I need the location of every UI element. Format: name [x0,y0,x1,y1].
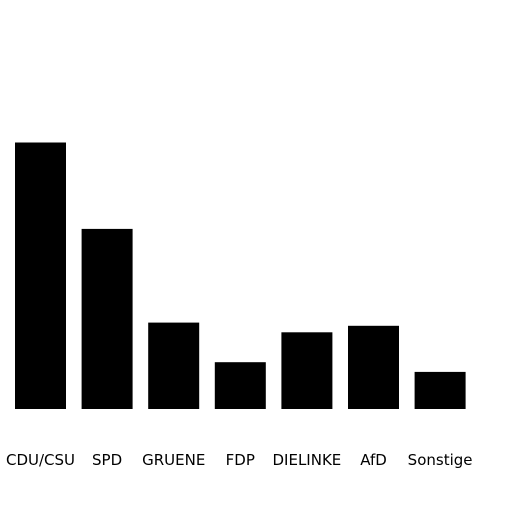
x-tick-label: GRUENE [142,451,205,469]
bar-gruene [148,322,200,409]
x-tick-label: Sonstige [408,451,473,469]
tick-labels-group: CDU/CSU SPD GRUENE FDP DIELINKE AfD Sonstige [6,451,473,469]
bar-afd [348,325,399,409]
x-tick-label: CDU/CSU [6,451,75,469]
bar-cdu-csu [15,142,66,409]
x-tick-label: DIELINKE [273,451,342,469]
bars-group [15,142,466,409]
bar-sonstige [414,371,466,409]
x-tick-label: FDP [226,451,255,469]
x-tick-label: AfD [360,451,387,469]
bar-spd [81,228,133,409]
x-tick-label: SPD [92,451,122,469]
bar-dielinke [281,332,333,409]
bar-fdp [214,362,266,409]
